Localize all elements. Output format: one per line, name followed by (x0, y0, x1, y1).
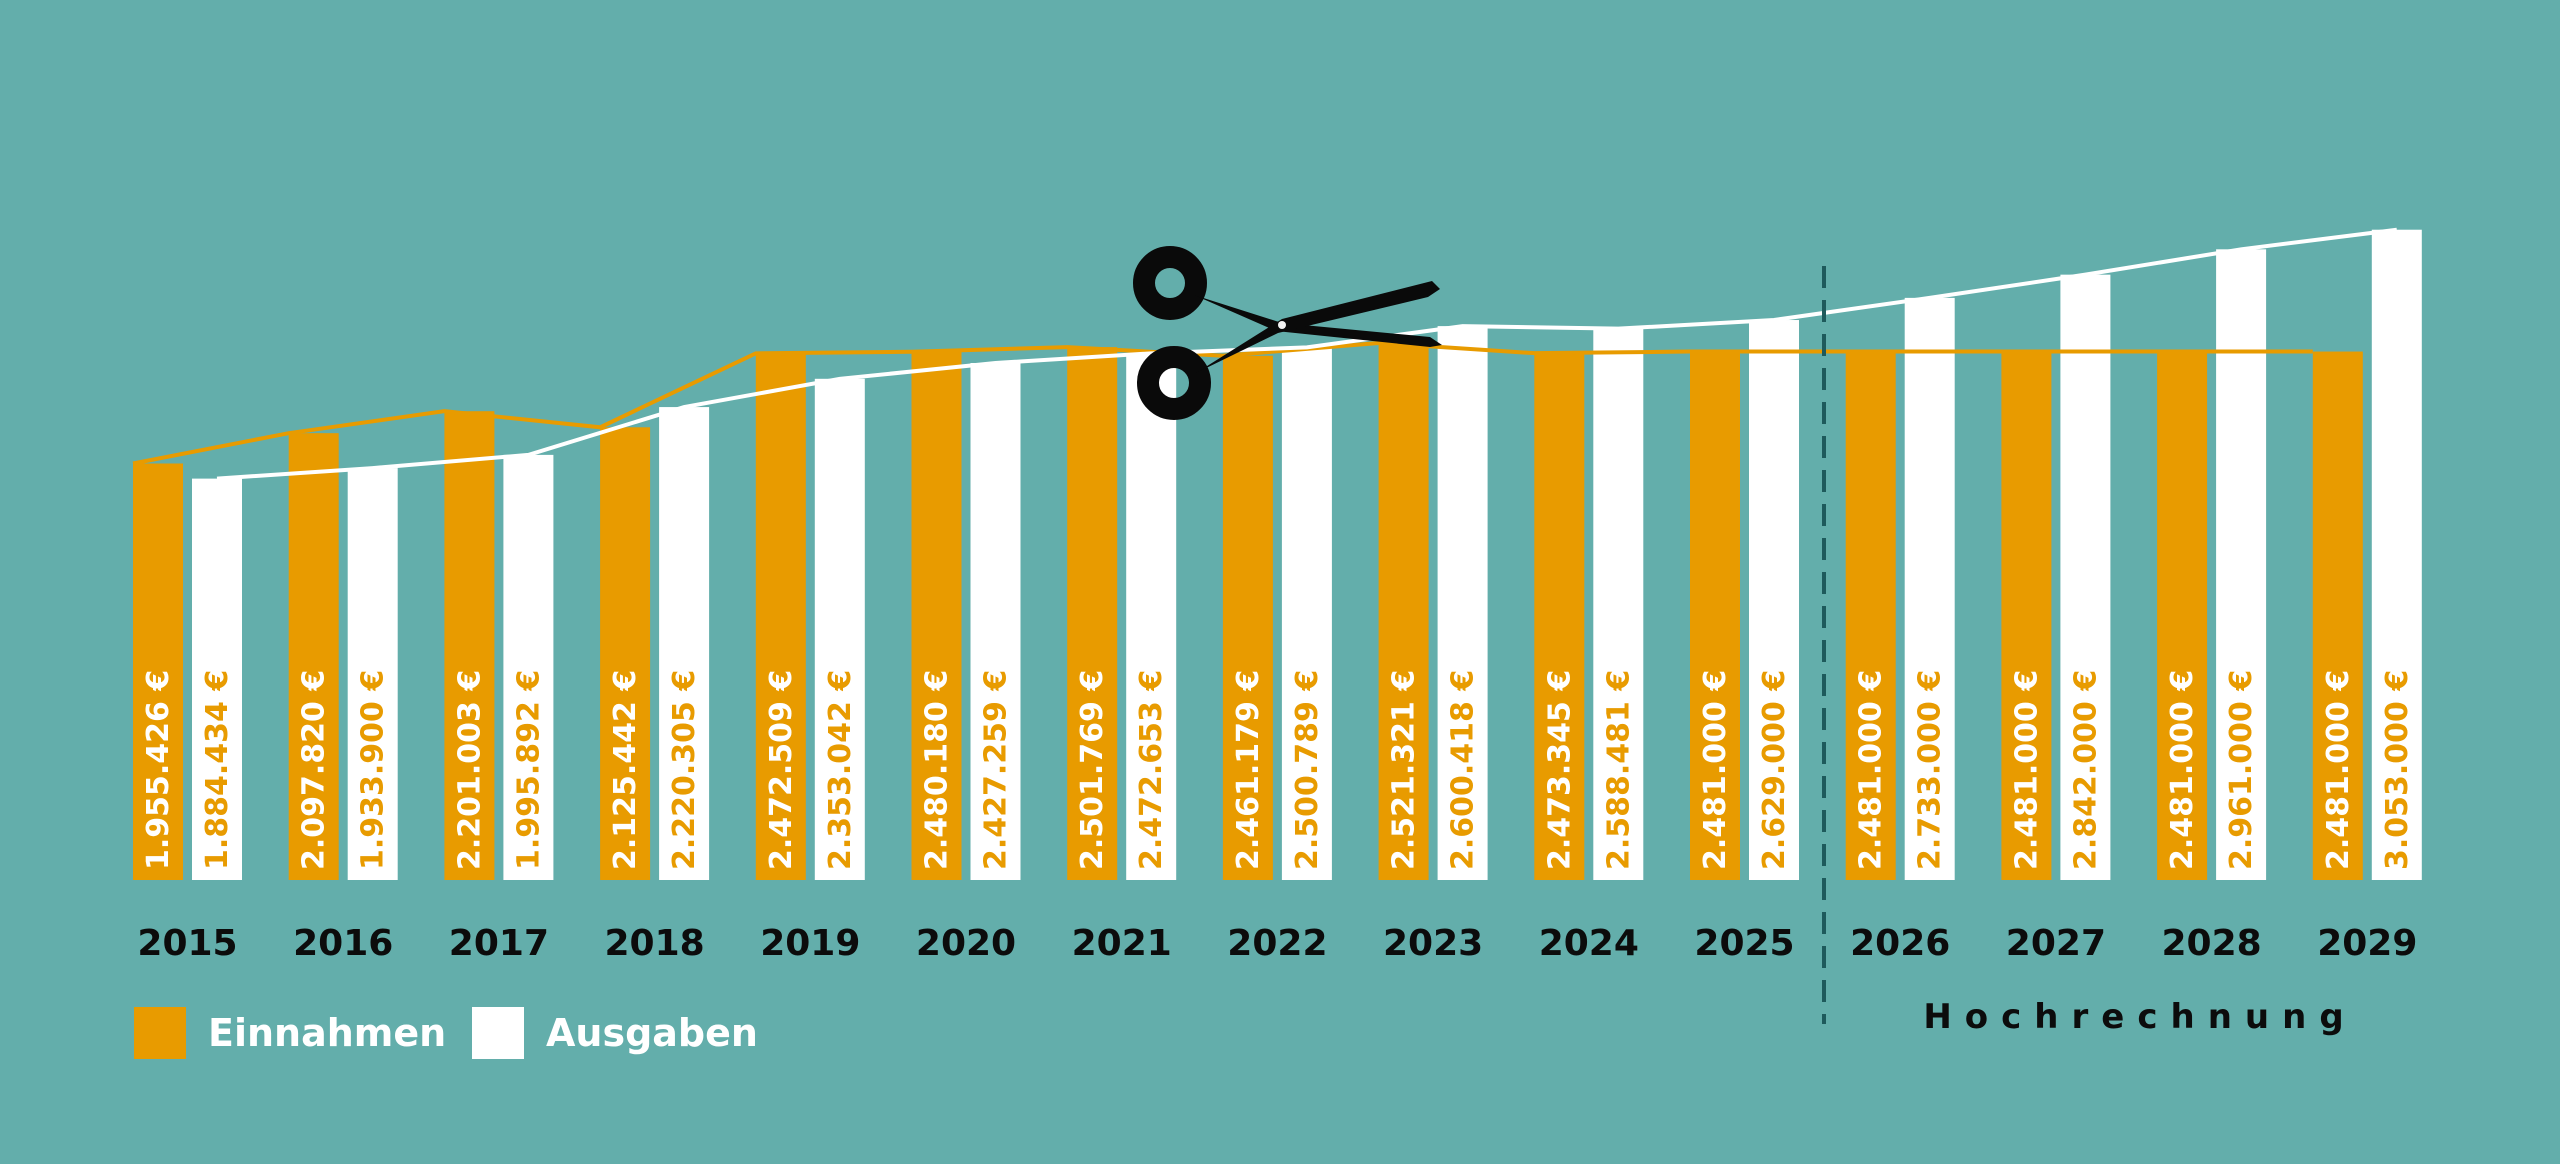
trend-line-ausgaben (216, 227, 2398, 481)
year-label-2027: 2027 (2006, 923, 2106, 964)
value-label-einnahmen-2018: 2.125.442 € (608, 670, 643, 870)
bar-einnahmen-2025 (1690, 351, 1740, 880)
bar-ausgaben-2024 (1593, 328, 1644, 880)
value-label-ausgaben-2029: 3.053.000 € (2380, 670, 2415, 870)
value-label-ausgaben-2023: 2.600.418 € (1446, 670, 1481, 870)
bar-ausgaben-2029 (2371, 229, 2422, 880)
value-label-ausgaben-2020: 2.427.259 € (979, 670, 1014, 870)
bar-ausgaben-2023 (1437, 326, 1488, 880)
value-label-einnahmen-2016: 2.097.820 € (297, 670, 332, 870)
value-label-einnahmen-2019: 2.472.509 € (764, 670, 799, 870)
value-label-einnahmen-2021: 2.501.769 € (1075, 670, 1110, 870)
bar-einnahmen-2023 (1378, 342, 1429, 880)
bar-ausgaben-2021 (1126, 353, 1177, 880)
value-label-ausgaben-2028: 2.961.000 € (2224, 670, 2259, 870)
trend-line-einnahmen (132, 340, 2313, 466)
year-label-2020: 2020 (916, 923, 1016, 964)
scissors-icon (1133, 246, 1442, 420)
legend-label-ausgaben: Ausgaben (546, 1011, 758, 1055)
legend-label-einnahmen: Einnahmen (208, 1011, 446, 1055)
bar-einnahmen-2021 (1067, 347, 1118, 881)
bar-ausgaben-2016 (347, 468, 398, 880)
bar-ausgaben-2017 (503, 454, 554, 880)
year-labels-layer: 2015 2016 2017 2018 2019 2020 2021 2022 2023 2024… (137, 923, 2417, 964)
year-label-2017: 2017 (449, 923, 549, 964)
bar-einnahmen-2027 (2001, 351, 2052, 880)
year-label-2024: 2024 (1539, 923, 1639, 964)
bar-einnahmen-2018 (600, 427, 651, 880)
value-label-einnahmen-2022: 2.461.179 € (1231, 670, 1266, 870)
value-label-einnahmen-2023: 2.521.321 € (1387, 670, 1422, 870)
bar-ausgaben-2027 (2060, 274, 2111, 880)
value-label-einnahmen-2024: 2.473.345 € (1542, 670, 1577, 870)
value-label-einnahmen-2027: 2.481.000 € (2009, 670, 2044, 870)
bar-einnahmen-2017 (444, 411, 495, 880)
bar-einnahmen-2019 (755, 353, 806, 880)
year-label-2029: 2029 (2317, 923, 2417, 964)
value-label-ausgaben-2015: 1.884.434 € (200, 670, 235, 870)
value-label-ausgaben-2026: 2.733.000 € (1913, 670, 1948, 870)
bar-einnahmen-2020 (911, 351, 962, 880)
value-label-einnahmen-2015: 1.955.426 € (141, 670, 176, 870)
bar-einnahmen-2028 (2157, 351, 2208, 880)
trend-lines-layer (132, 227, 2398, 481)
bar-ausgaben-2022 (1281, 347, 1332, 881)
legend: Einnahmen Ausgaben (134, 1007, 758, 1059)
legend-swatch-ausgaben (472, 1007, 524, 1059)
value-label-einnahmen-2028: 2.481.000 € (2165, 670, 2200, 870)
value-label-ausgaben-2021: 2.472.653 € (1134, 670, 1169, 870)
year-label-2028: 2028 (2161, 923, 2261, 964)
bar-einnahmen-2022 (1222, 355, 1273, 880)
year-label-2025: 2025 (1694, 923, 1794, 964)
year-label-2022: 2022 (1227, 923, 1327, 964)
year-label-2019: 2019 (760, 923, 860, 964)
year-label-2021: 2021 (1072, 923, 1172, 964)
bar-ausgaben-2015 (192, 478, 242, 880)
year-label-2023: 2023 (1383, 923, 1483, 964)
year-label-2016: 2016 (293, 923, 393, 964)
value-label-einnahmen-2029: 2.481.000 € (2321, 670, 2356, 870)
forecast-label: Hochrechnung (1923, 997, 2356, 1037)
bar-einnahmen-2016 (288, 433, 339, 880)
value-label-einnahmen-2025: 2.481.000 € (1698, 670, 1733, 870)
year-label-2026: 2026 (1850, 923, 1950, 964)
bars-layer (133, 229, 2422, 881)
bar-ausgaben-2020 (970, 362, 1021, 880)
value-labels-layer: 1.955.426 € 1.884.434 € 2.097.820 € 1.933.9… (141, 670, 2415, 870)
bar-ausgaben-2019 (814, 378, 865, 880)
legend-swatch-einnahmen (134, 1007, 186, 1059)
bar-einnahmen-2024 (1534, 353, 1585, 881)
value-label-einnahmen-2026: 2.481.000 € (1854, 670, 1889, 870)
year-label-2018: 2018 (604, 923, 704, 964)
bar-einnahmen-2015 (133, 463, 183, 880)
bar-ausgaben-2026 (1904, 297, 1955, 881)
value-label-ausgaben-2019: 2.353.042 € (823, 670, 858, 870)
bar-ausgaben-2025 (1749, 320, 1799, 880)
value-label-ausgaben-2016: 1.933.900 € (356, 670, 391, 870)
bar-ausgaben-2018 (659, 407, 710, 880)
bar-einnahmen-2026 (1845, 351, 1896, 880)
value-label-ausgaben-2022: 2.500.789 € (1290, 670, 1325, 870)
value-label-einnahmen-2020: 2.480.180 € (920, 670, 955, 870)
value-label-ausgaben-2017: 1.995.892 € (511, 670, 546, 870)
bar-ausgaben-2028 (2216, 249, 2267, 880)
value-label-ausgaben-2024: 2.588.481 € (1601, 670, 1636, 870)
value-label-einnahmen-2017: 2.201.003 € (452, 670, 487, 870)
bar-einnahmen-2029 (2312, 351, 2363, 880)
year-label-2015: 2015 (137, 923, 237, 964)
value-label-ausgaben-2018: 2.220.305 € (667, 670, 702, 870)
value-label-ausgaben-2027: 2.842.000 € (2068, 670, 2103, 870)
value-label-ausgaben-2025: 2.629.000 € (1757, 670, 1792, 870)
